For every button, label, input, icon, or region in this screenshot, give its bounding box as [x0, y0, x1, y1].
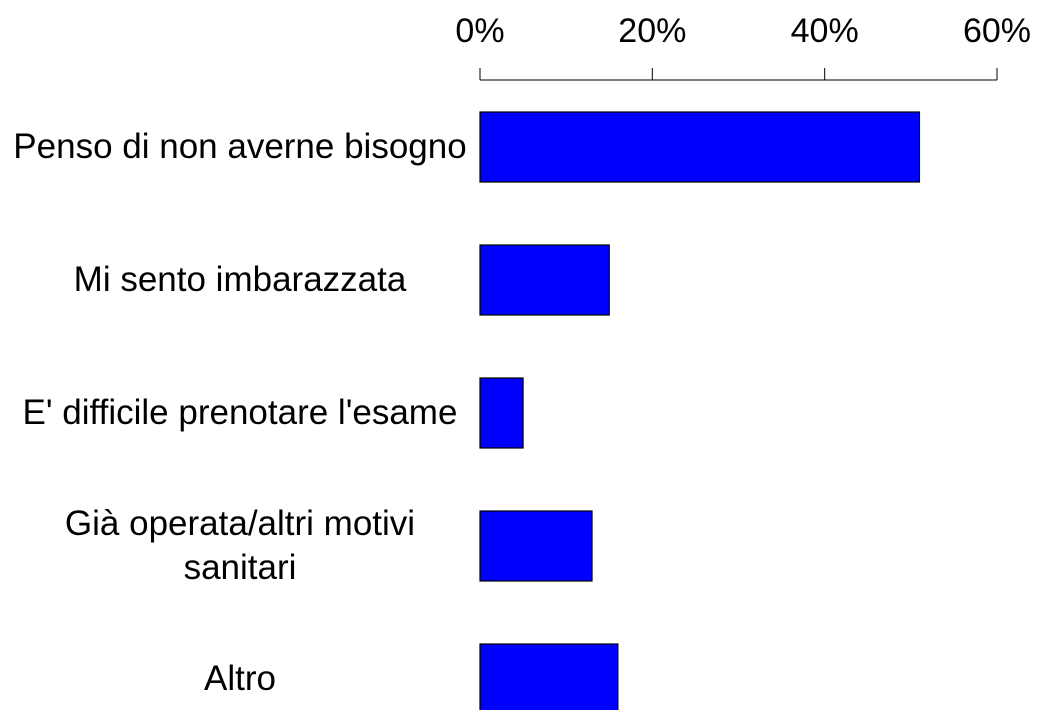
y-tick-label: Già operata/altri motivi sanitari: [64, 504, 416, 587]
bar: [479, 377, 524, 449]
bar: [479, 510, 593, 582]
y-tick-label: Altro: [204, 659, 276, 698]
x-tick-label: 20%: [618, 12, 686, 50]
x-tick-label: 40%: [791, 12, 859, 50]
bar: [479, 244, 610, 316]
x-tick-label: 0%: [455, 12, 504, 50]
bar: [479, 111, 921, 183]
y-tick-label: E' difficile prenotare l'esame: [22, 393, 458, 432]
x-tick-label: 60%: [963, 12, 1031, 50]
y-tick-label: Mi sento imbarazzata: [73, 260, 407, 299]
bar: [479, 643, 619, 710]
y-tick-label: Penso di non averne bisogno: [13, 127, 467, 166]
